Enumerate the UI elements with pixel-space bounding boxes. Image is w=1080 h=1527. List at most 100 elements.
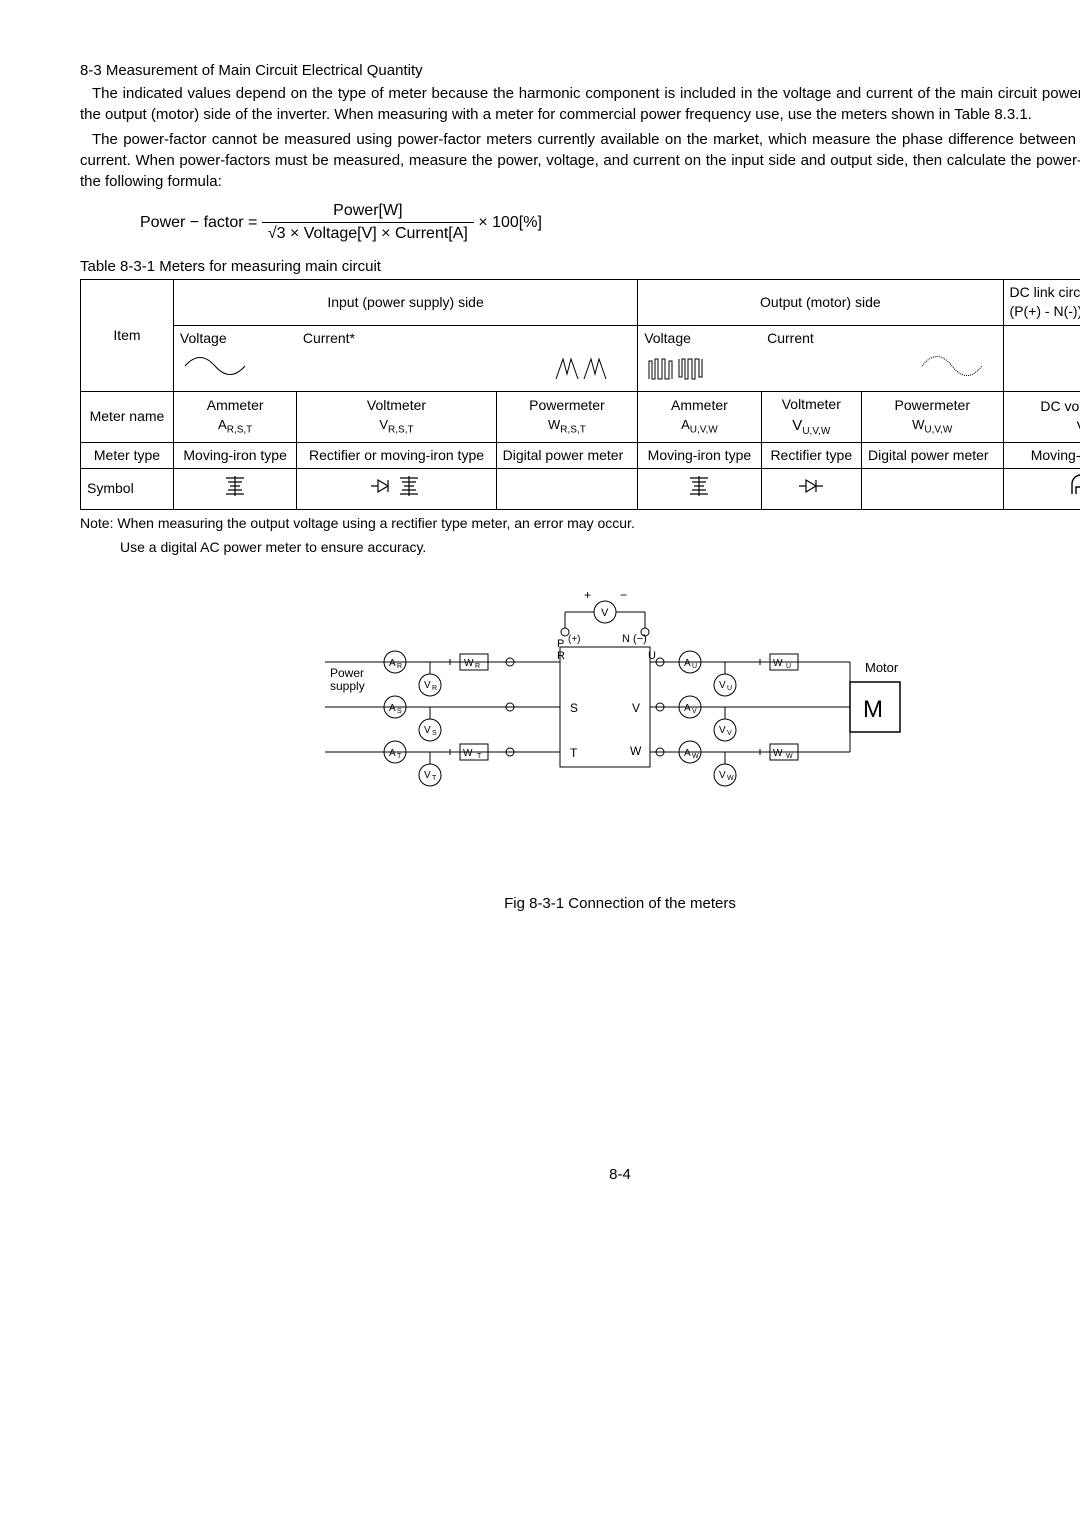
connection-diagram: + − V P(+) N (−) R U Power supply AR WR … xyxy=(80,587,1080,823)
col-item: Item xyxy=(81,279,174,391)
row-meter-type: Meter type xyxy=(81,442,174,469)
s6 xyxy=(861,469,1003,510)
svg-text:V: V xyxy=(424,725,431,736)
output-voltage-h: Voltage xyxy=(638,325,761,391)
svg-text:W: W xyxy=(773,658,783,669)
c4: AmmeterAU,V,W xyxy=(638,392,761,443)
row-symbol: Symbol xyxy=(81,469,174,510)
s1 xyxy=(173,469,296,510)
svg-text:V: V xyxy=(601,607,609,619)
moving-iron-symbol-icon-2 xyxy=(684,472,714,500)
formula-denominator: √3 × Voltage[V] × Current[A] xyxy=(262,223,474,245)
rectifier-symbol-icon-2 xyxy=(794,472,828,500)
formula-suffix: × 100[%] xyxy=(478,214,542,231)
output-current-h: Current xyxy=(761,325,1003,391)
svg-text:W: W xyxy=(463,748,473,759)
svg-text:T: T xyxy=(432,775,437,782)
svg-text:S: S xyxy=(432,730,437,737)
svg-text:V: V xyxy=(424,680,431,691)
svg-text:A: A xyxy=(684,748,691,759)
moving-iron-symbol-icon xyxy=(220,472,250,500)
input-voltage-h: Voltage xyxy=(173,325,296,391)
svg-text:A: A xyxy=(684,703,691,714)
header-dc: DC link circuit voltage (P(+) - N(-)) xyxy=(1003,279,1080,325)
svg-text:S: S xyxy=(570,701,578,715)
s3 xyxy=(496,469,638,510)
svg-text:R: R xyxy=(475,663,480,670)
svg-text:+: + xyxy=(584,588,591,602)
svg-text:U: U xyxy=(648,650,656,662)
svg-text:W: W xyxy=(786,753,793,760)
formula: Power − factor = Power[W] √3 × Voltage[V… xyxy=(140,200,1080,246)
distorted-wave-icon xyxy=(551,349,631,383)
svg-text:P: P xyxy=(557,638,564,650)
note-line-2: Use a digital AC power meter to ensure a… xyxy=(120,538,1080,558)
svg-text:W: W xyxy=(630,744,642,758)
rectifier-symbol-icon xyxy=(366,472,426,500)
meters-table: Item Input (power supply) side Output (m… xyxy=(80,279,1080,510)
svg-text:Motor: Motor xyxy=(865,660,899,675)
table-caption: Table 8-3-1 Meters for measuring main ci… xyxy=(80,256,1080,277)
current-label: Current xyxy=(767,330,814,346)
svg-text:W: W xyxy=(692,753,699,760)
t6: Digital power meter xyxy=(861,442,1003,469)
svg-text:V: V xyxy=(632,701,640,715)
dc-label: DC link circuit voltage xyxy=(1010,284,1080,300)
formula-lhs: Power − factor = xyxy=(140,214,257,231)
page-number: 8-4 xyxy=(80,1164,1080,1185)
pwm-wave-icon xyxy=(644,349,724,383)
t7: Moving-coil type xyxy=(1003,442,1080,469)
c7: DC voltmeterV xyxy=(1003,392,1080,443)
current-star-label: Current* xyxy=(303,330,355,346)
c2: VoltmeterVR,S,T xyxy=(297,392,496,443)
sine-wave-icon xyxy=(180,349,260,383)
t4: Moving-iron type xyxy=(638,442,761,469)
svg-text:V: V xyxy=(719,770,726,781)
svg-text:U: U xyxy=(692,663,697,670)
svg-text:(+): (+) xyxy=(568,634,581,645)
t5: Rectifier type xyxy=(761,442,861,469)
dc-empty xyxy=(1003,325,1080,391)
svg-text:supply: supply xyxy=(330,679,365,693)
s7 xyxy=(1003,469,1080,510)
svg-text:W: W xyxy=(727,775,734,782)
t2: Rectifier or moving-iron type xyxy=(297,442,496,469)
svg-text:V: V xyxy=(719,680,726,691)
svg-text:V: V xyxy=(692,708,697,715)
c3: PowermeterWR,S,T xyxy=(496,392,638,443)
svg-text:R: R xyxy=(557,650,565,662)
voltage-label-2: Voltage xyxy=(644,330,691,346)
svg-text:V: V xyxy=(727,730,732,737)
row-meter-name: Meter name xyxy=(81,392,174,443)
svg-text:T: T xyxy=(570,746,578,760)
circuit-svg: + − V P(+) N (−) R U Power supply AR WR … xyxy=(310,587,930,817)
t1: Moving-iron type xyxy=(173,442,296,469)
svg-text:A: A xyxy=(389,703,396,714)
svg-text:N (−): N (−) xyxy=(622,633,647,645)
svg-text:A: A xyxy=(389,658,396,669)
note-line-1: Note: When measuring the output voltage … xyxy=(80,514,1080,534)
svg-text:U: U xyxy=(786,663,791,670)
svg-text:Power: Power xyxy=(330,666,364,680)
svg-text:T: T xyxy=(397,753,402,760)
svg-text:S: S xyxy=(397,708,402,715)
svg-text:A: A xyxy=(684,658,691,669)
svg-text:W: W xyxy=(464,658,474,669)
s5 xyxy=(761,469,861,510)
moving-coil-symbol-icon xyxy=(1066,472,1080,500)
voltage-label: Voltage xyxy=(180,330,227,346)
t3: Digital power meter xyxy=(496,442,638,469)
dc-label2: (P(+) - N(-)) xyxy=(1010,303,1080,319)
formula-numerator: Power[W] xyxy=(262,200,474,223)
svg-text:A: A xyxy=(389,748,396,759)
svg-text:V: V xyxy=(719,725,726,736)
input-current-h: Current* xyxy=(297,325,638,391)
svg-text:U: U xyxy=(727,685,732,692)
figure-caption: Fig 8-3-1 Connection of the meters xyxy=(80,893,1080,914)
header-output: Output (motor) side xyxy=(638,279,1003,325)
svg-text:T: T xyxy=(477,753,482,760)
svg-text:R: R xyxy=(432,685,437,692)
svg-text:−: − xyxy=(620,588,627,602)
section-title: 8-3 Measurement of Main Circuit Electric… xyxy=(80,60,1080,81)
svg-text:R: R xyxy=(397,663,402,670)
